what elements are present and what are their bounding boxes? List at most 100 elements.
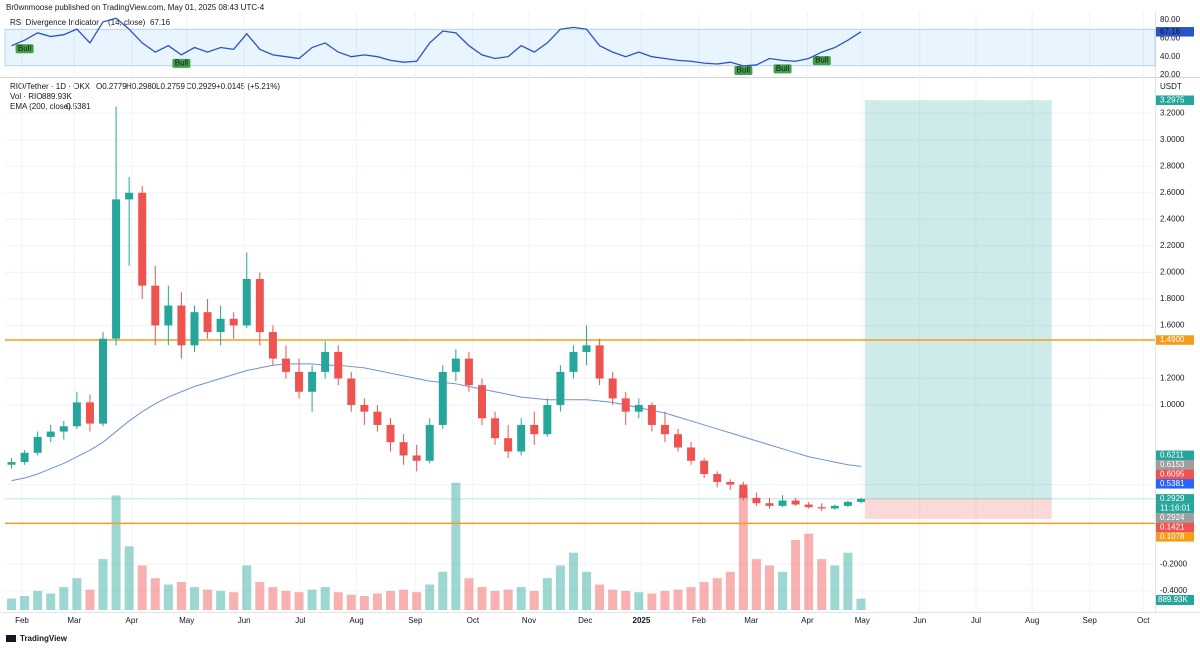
volume-bar [686,587,696,610]
x-tick-label: Mar [67,616,81,625]
price-label: 0.1078 [1160,532,1185,541]
target-zone [864,100,1052,499]
ohlc-c: C0.2929 [186,82,217,91]
candle-body [203,312,212,333]
x-tick-label: Jul [971,616,981,625]
volume-bar [542,578,552,610]
price-label-box [1156,335,1194,345]
candle-body [255,279,264,333]
x-tick-label: Feb [15,616,29,625]
volume-bar [738,489,748,610]
bull-label: Bull [175,58,189,67]
volume-bar [778,571,788,610]
volume-bar [176,582,186,610]
volume-bar [647,593,657,610]
volume-bar [673,589,683,610]
candle-body [386,424,395,443]
candle-body [713,474,722,482]
candle-body [72,402,81,427]
y-tick-label: 2.2000 [1160,241,1185,250]
ohlc-change: +0.0145 (+5.21%) [216,82,280,91]
volume-bar [595,584,605,610]
volume-bar [477,587,487,610]
rsi-tick-label: 40.00 [1160,52,1181,61]
candle-body [765,503,774,506]
volume-bar [294,592,304,610]
volume-bar [346,594,356,610]
candle-body [517,424,526,452]
candle-body [321,351,330,372]
volume-bar [189,587,199,610]
candle-body [856,498,865,502]
currency: USDT [1160,82,1182,91]
volume-bar [372,593,382,610]
y-tick-label: 1.6000 [1160,321,1185,330]
rsi-label-box [1156,27,1194,37]
candle-body [216,318,225,333]
volume-bar [399,589,409,610]
x-tick-label: May [855,616,870,625]
candle-body [360,405,369,412]
bull-label: Bull [737,66,751,75]
candle-body [334,351,343,379]
volume-bar [608,589,618,610]
volume-bar [503,589,513,610]
bull-signal [812,56,831,66]
volume-bar [7,598,17,610]
brand: TradingView [20,634,68,643]
candle-body [739,484,748,498]
volume-bar [464,578,474,610]
volume-bar [856,598,866,610]
volume-bar [725,571,735,610]
candle-body [438,371,447,425]
price-label: 0.1421 [1160,522,1185,531]
volume-bar [751,559,761,610]
candle-body [700,460,709,475]
rsi-tick-label: 20.00 [1160,70,1181,79]
candle-body [177,305,186,346]
rsi-tick-label: 80.00 [1160,15,1181,24]
stop-zone [864,498,1052,519]
volume-bar [817,559,827,610]
x-tick-label: Oct [467,616,480,625]
candle-body [556,371,565,406]
candle-body [530,424,539,435]
bull-signal [172,58,191,68]
volume-bar [843,552,853,610]
candle-body [726,481,735,485]
x-tick-label: Apr [801,616,814,625]
volume-bar [699,582,709,610]
candle-body [308,371,317,392]
volume-bar [203,589,213,610]
candle-body [608,378,617,399]
price-label-box [1156,479,1194,489]
y-tick-label: 2.0000 [1160,267,1185,276]
volume-bar [137,565,147,610]
candle-body [791,500,800,505]
candle-body [543,405,552,435]
bull-label: Bull [815,56,829,65]
volume-bar [451,482,461,610]
price-label-box [1156,469,1194,480]
price-label-box [1156,450,1194,461]
volume-bar [490,590,500,610]
candle-body [804,504,813,508]
volume-bar [124,546,134,610]
x-tick-label: Nov [522,616,536,625]
volume-bar [412,592,422,610]
candle-body [464,358,473,386]
x-tick-label: Feb [692,616,706,625]
volume-bar [242,565,252,610]
candle-body [634,405,643,412]
price-label-box [1156,532,1194,542]
price-label: 1.4900 [1160,335,1185,344]
price-label-box [1156,494,1194,504]
price-label: 0.6211 [1160,450,1184,459]
candle-body [99,338,108,424]
x-tick-label: Sep [1083,616,1098,625]
candle-body [33,436,42,453]
candle-body [85,402,94,424]
ohlc-h: H0.2980 [126,82,157,91]
